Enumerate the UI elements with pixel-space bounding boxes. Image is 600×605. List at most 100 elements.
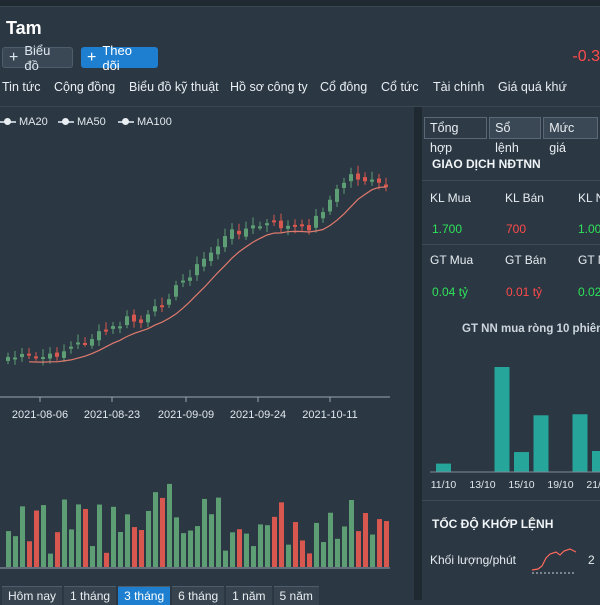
tab-summary[interactable]: Tổng hợp	[424, 117, 488, 155]
candle-body	[195, 264, 199, 276]
candle-body	[181, 280, 185, 283]
range-tab-6m[interactable]: 6 tháng	[172, 586, 225, 605]
kl-sell-label: KL Bán	[505, 191, 544, 205]
nav-item-shareholders[interactable]: Cổ đông	[320, 80, 368, 94]
range-tab-1y[interactable]: 1 năm	[226, 586, 272, 605]
gt-sell-value: 0.01 tỷ	[506, 285, 543, 299]
volume-bar	[377, 519, 382, 567]
candle-body	[223, 236, 227, 248]
candle-body	[160, 305, 164, 308]
volume-bar	[384, 521, 389, 567]
net-buy-bar	[494, 367, 510, 472]
candle-body	[62, 351, 66, 358]
panel-divider[interactable]	[414, 107, 422, 600]
chart-button[interactable]: + Biểu đồ	[2, 43, 73, 73]
gt-sell-label: GT Bán	[505, 253, 547, 267]
candle-body	[174, 285, 178, 297]
volume-bar	[27, 541, 32, 567]
stock-title: Tam	[6, 18, 42, 38]
candle-body	[146, 314, 150, 323]
summary-panel	[422, 107, 600, 600]
candle-body	[237, 230, 241, 235]
candle-body	[48, 353, 52, 359]
candlestick-chart[interactable]: 2021-08-06 2021-08-23 2021-09-09 2021-09-24…	[0, 107, 414, 600]
range-tab-1m[interactable]: 1 tháng	[64, 586, 117, 605]
candle-body	[6, 356, 10, 361]
legend-ma100[interactable]: MA100	[118, 116, 172, 128]
volume-bar	[139, 529, 144, 567]
nav-item-finance[interactable]: Tài chính	[433, 80, 485, 94]
volume-per-minute-value: 2	[588, 553, 595, 567]
range-tab-5y[interactable]: 5 năm	[273, 586, 319, 605]
candle-body	[244, 228, 248, 237]
candle-body	[97, 331, 101, 341]
volume-bar	[363, 513, 368, 567]
range-tab-today[interactable]: Hôm nay	[2, 586, 63, 605]
volume-bar	[265, 525, 270, 567]
ma-line	[28, 186, 387, 363]
legend-label: MA50	[77, 116, 106, 128]
nav-item-community[interactable]: Cộng đồng	[54, 80, 116, 94]
candle-body	[167, 299, 171, 305]
volume-bar	[356, 531, 361, 567]
nav-item-news[interactable]: Tin tức	[2, 80, 41, 94]
net-buy-bar	[572, 414, 588, 472]
candle-body	[279, 220, 283, 229]
volume-bar	[370, 534, 375, 567]
bar-tick-label: 13/10	[469, 479, 495, 491]
volume-bar	[111, 506, 116, 567]
volume-bar	[6, 531, 11, 567]
volume-bar	[223, 550, 228, 567]
candle-body	[90, 339, 94, 346]
legend-ma50[interactable]: MA50	[58, 116, 106, 128]
kl-buy-label: KL Mua	[430, 191, 471, 205]
candle-body	[104, 329, 108, 332]
candle-body	[321, 212, 325, 219]
candle-body	[272, 220, 276, 223]
x-tick-label: 2021-09-09	[158, 409, 214, 421]
bar-tick-label: 21/10	[586, 479, 600, 491]
candle-body	[41, 357, 45, 360]
summary-tabs: Tổng hợp Sổ lệnh Mức giá	[424, 117, 600, 155]
candle-body	[34, 356, 38, 359]
nav-item-price-history[interactable]: Giá quá khứ	[498, 80, 567, 94]
candle-body	[76, 342, 80, 345]
legend-ma20[interactable]: MA20	[0, 116, 48, 128]
bar-tick-label: 11/10	[431, 479, 457, 491]
candle-body	[188, 277, 192, 281]
follow-button[interactable]: + Theo dõi	[81, 43, 158, 73]
match-speed-title: TỐC ĐỘ KHỚP LỆNH	[432, 517, 554, 531]
candle-body	[27, 353, 31, 356]
foreign-trading-title: GIAO DỊCH NĐTNN	[432, 157, 541, 171]
nav-bar: Tin tức Cộng đồng Biểu đồ kỹ thuật Hồ sơ…	[0, 80, 600, 98]
legend-label: MA20	[19, 116, 48, 128]
volume-bar	[195, 526, 200, 567]
nav-item-company-profile[interactable]: Hồ sơ công ty	[230, 80, 308, 94]
nav-item-technical-chart[interactable]: Biểu đồ kỹ thuật	[129, 80, 219, 94]
candle-body	[83, 343, 87, 346]
range-tab-3m[interactable]: 3 tháng	[118, 586, 171, 605]
volume-bar	[83, 508, 88, 567]
tab-price-levels[interactable]: Mức giá	[543, 117, 598, 155]
volume-bar	[132, 527, 137, 567]
volume-bar	[251, 546, 256, 567]
price-change: -0.3	[572, 48, 600, 65]
candle-body	[216, 246, 220, 255]
volume-bar	[244, 533, 249, 567]
volume-bar	[286, 544, 291, 567]
volume-bar	[55, 532, 60, 567]
volume-bar	[258, 524, 263, 567]
nav-item-dividends[interactable]: Cổ tức	[381, 80, 419, 94]
net-buy-chart-title: GT NN mua ròng 10 phiên	[462, 323, 600, 335]
candle-body	[286, 225, 290, 229]
candle-body	[153, 306, 157, 312]
volume-bar	[90, 546, 95, 567]
volume-bar	[20, 506, 25, 567]
candle-body	[307, 225, 311, 231]
net-buy-bar	[533, 415, 549, 472]
tab-orderbook[interactable]: Sổ lệnh	[489, 117, 542, 155]
candle-body	[384, 184, 388, 188]
volume-per-minute-label: Khối lượng/phút	[430, 553, 516, 567]
candle-body	[230, 229, 234, 239]
sparkline-path	[531, 548, 577, 571]
